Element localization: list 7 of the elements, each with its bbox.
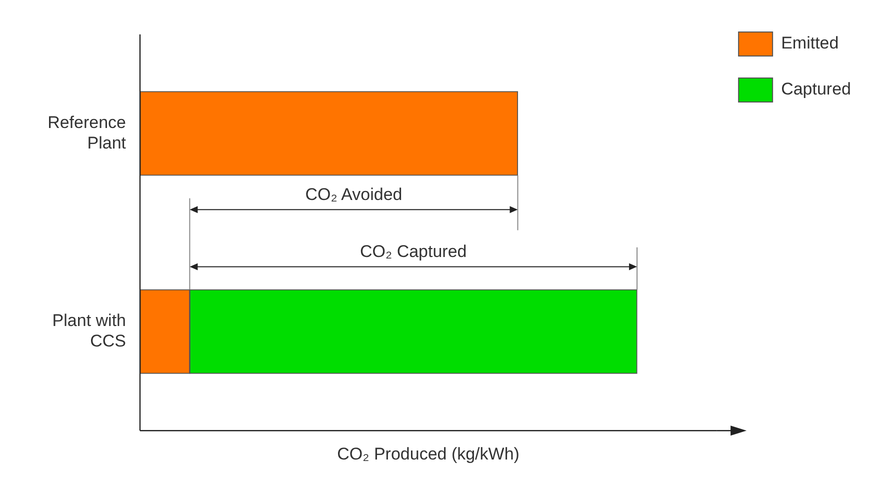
legend-label: Emitted: [781, 34, 839, 53]
y-tick-label: Reference Plant: [48, 112, 126, 152]
annotation: CO₂ Captured: [360, 242, 467, 261]
annotation: CO₂ Avoided: [305, 184, 402, 204]
y-tick-label: Plant with CCS: [52, 311, 126, 350]
legend-label: Captured: [781, 80, 852, 99]
x-axis-title: CO₂ Produced (kg/kWh): [337, 444, 520, 464]
